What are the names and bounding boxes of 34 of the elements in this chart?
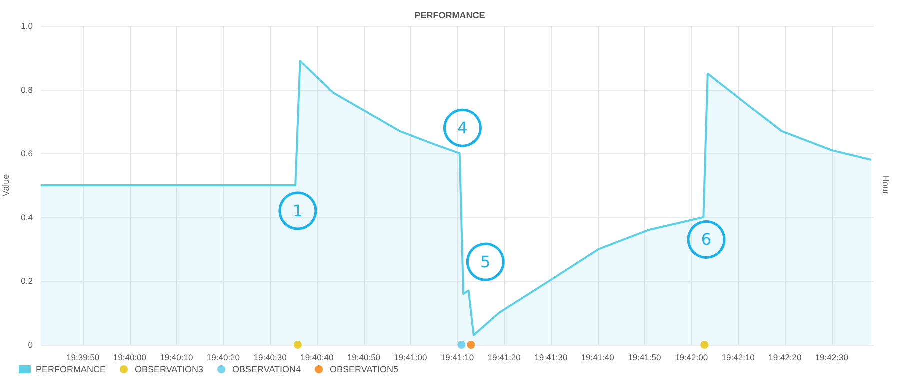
- legend-label: PERFORMANCE: [36, 364, 106, 374]
- annotation: 5: [480, 252, 491, 272]
- y-tick-label: 0: [28, 340, 34, 350]
- x-tick-label: 19:42:00: [674, 352, 708, 362]
- x-tick-label: 19:41:50: [628, 352, 662, 362]
- x-tick-label: 19:39:50: [66, 352, 100, 362]
- y-tick-label: 0.2: [21, 276, 34, 286]
- x-tick-label: 19:40:30: [254, 352, 288, 362]
- x-tick-label: 19:42:20: [768, 352, 802, 362]
- x-tick-label: 19:40:40: [300, 352, 334, 362]
- x-tick-label: 19:40:50: [347, 352, 381, 362]
- x-tick-label: 19:41:30: [534, 352, 568, 362]
- x-tick-label: 19:42:30: [815, 352, 849, 362]
- y-tick-label: 1.0: [21, 21, 34, 31]
- x-tick-label: 19:41:20: [488, 352, 522, 362]
- x-tick-label: 19:41:10: [440, 352, 474, 362]
- legend-label: OBSERVATION5: [330, 364, 399, 374]
- y-axis-title: Value: [0, 174, 11, 197]
- y-tick-label: 0.4: [21, 212, 34, 222]
- x-tick-label: 19:41:00: [394, 352, 428, 362]
- x-tick-label: 19:41:40: [581, 352, 615, 362]
- x-tick-label: 19:40:10: [160, 352, 194, 362]
- text: Hour: [881, 175, 891, 195]
- x-tick-label: 19:42:10: [722, 352, 756, 362]
- annotation: 1: [292, 202, 304, 221]
- legend-label: OBSERVATION4: [232, 364, 302, 374]
- x-tick-label: 19:40:00: [113, 352, 147, 362]
- x-tick-label: 19:40:20: [206, 352, 240, 362]
- y-tick-label: 0.6: [21, 148, 34, 159]
- y-tick-label: 0.8: [21, 84, 34, 95]
- legend-label: OBSERVATION3: [135, 364, 204, 374]
- annotation: 4: [458, 118, 468, 138]
- annotation: 6: [701, 230, 712, 250]
- chart-title: PERFORMANCE: [414, 10, 486, 20]
